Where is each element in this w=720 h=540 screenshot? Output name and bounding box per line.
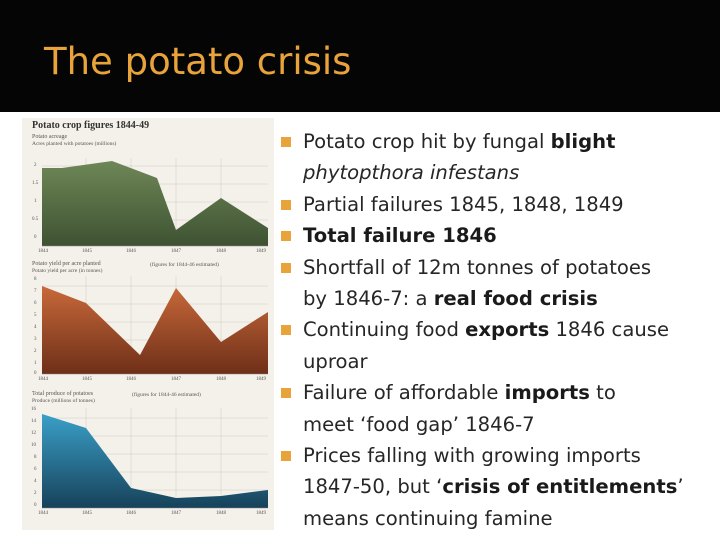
bullet-text: meet ‘food gap’ 1846-7 <box>303 412 535 436</box>
p2-ytick: 7 <box>34 289 37 294</box>
bullet-text: 1846 cause <box>549 318 670 342</box>
p3-ytick: 0 <box>34 503 37 508</box>
bullet-text: Prices falling with growing imports <box>303 444 641 468</box>
bullet-text: Total failure 1846 <box>303 224 497 248</box>
bullet-text: crisis of entitlements <box>442 475 678 499</box>
p2-ytick: 1 <box>34 361 37 366</box>
p1-ytick: 0 <box>34 235 37 240</box>
p3-ytick: 10 <box>31 443 36 448</box>
bullet-text: Shortfall of 12m tonnes of potatoes <box>303 255 652 279</box>
bullet-text: ’ <box>677 475 684 499</box>
p3-ytick: 12 <box>31 431 36 436</box>
bullet-text: means continuing famine <box>303 506 553 530</box>
p2-ytick: 4 <box>34 325 37 330</box>
bullet-text: 1847-50, but ‘ <box>303 475 443 499</box>
p2-ytick: 2 <box>34 349 37 354</box>
p2-xtick: 1847 <box>171 377 181 382</box>
bullet-text: by 1846-7: a <box>303 287 434 311</box>
panel3-sublabel: Produce (millions of tonnes) <box>32 398 95 404</box>
panel1-sublabel: Acres planted with potatoes (millions) <box>32 141 117 147</box>
p2-xtick: 1844 <box>38 377 48 382</box>
p2-ytick: 0 <box>34 371 37 376</box>
bullet-continuation-line: phytopthora infestans <box>280 157 710 188</box>
bullet-continuation-line: by 1846-7: a real food crisis <box>280 283 710 314</box>
bullet-text: real food crisis <box>433 287 598 311</box>
bullet-item: Prices falling with growing imports <box>280 440 710 471</box>
panel1-label: Potato acreage <box>32 134 68 140</box>
p3-ytick: 14 <box>31 419 36 424</box>
p3-xtick: 1846 <box>126 511 136 516</box>
p3-ytick: 2 <box>34 491 37 496</box>
p1-xtick: 1846 <box>126 249 136 254</box>
p1-ytick: 2 <box>34 163 37 168</box>
p3-ytick: 6 <box>34 467 37 472</box>
bullet-item: Potato crop hit by fungal blight <box>280 126 710 157</box>
p3-xtick: 1844 <box>38 511 48 516</box>
bullet-text: Partial failures 1845, 1848, 1849 <box>303 192 624 216</box>
panel2-area <box>42 286 268 374</box>
p1-xtick: 1849 <box>256 249 266 254</box>
bullet-item: Total failure 1846 <box>280 220 710 251</box>
p3-ytick: 8 <box>34 455 37 460</box>
p1-ytick: 1.5 <box>32 181 39 186</box>
bullet-continuation-line: means continuing famine <box>280 503 710 534</box>
p2-ytick: 6 <box>34 301 37 306</box>
bullet-text: Potato crop hit by fungal <box>303 130 551 153</box>
p2-xtick: 1849 <box>256 377 266 382</box>
potato-crop-figure: Potato crop figures 1844-49 Potato acrea… <box>22 118 274 530</box>
p1-ytick: 0.5 <box>32 217 39 222</box>
p3-xtick: 1849 <box>256 511 266 516</box>
p1-ytick: 1 <box>34 199 37 204</box>
bullet-text: blight <box>550 130 616 153</box>
bullet-continuation-line: 1847-50, but ‘crisis of entitlements’ <box>280 471 710 502</box>
bullet-item: Failure of affordable imports to <box>280 377 710 408</box>
bullet-text: uproar <box>303 349 368 373</box>
p2-ytick: 5 <box>34 313 37 318</box>
slide-title: The potato crisis <box>44 40 352 83</box>
panel3-label: Total produce of potatoes <box>32 391 94 397</box>
bullet-text: exports <box>465 318 550 342</box>
panel2-note: (figures for 1844-46 estimated) <box>150 262 219 268</box>
p1-xtick: 1845 <box>82 249 92 254</box>
panel2-label: Potato yield per acre planted <box>32 261 101 267</box>
p3-xtick: 1845 <box>82 511 92 516</box>
p3-xtick: 1847 <box>171 511 181 516</box>
bullet-text: Continuing food <box>303 318 466 342</box>
title-bar: The potato crisis <box>0 0 720 112</box>
bullet-item: Continuing food exports 1846 cause <box>280 314 710 345</box>
p1-xtick: 1848 <box>216 249 226 254</box>
figure-title: Potato crop figures 1844-49 <box>32 120 150 131</box>
p1-xtick: 1844 <box>38 249 48 254</box>
bullet-text: to <box>589 381 616 405</box>
bullet-continuation-line: meet ‘food gap’ 1846-7 <box>280 409 710 440</box>
p3-ytick: 4 <box>34 479 37 484</box>
bullet-continuation-line: uproar <box>280 346 710 377</box>
p1-xtick: 1847 <box>171 249 181 254</box>
bullet-item: Shortfall of 12m tonnes of potatoes <box>280 252 710 283</box>
figure-panels-graphic <box>42 158 268 509</box>
panel3-area <box>42 414 268 508</box>
p2-xtick: 1845 <box>82 377 92 382</box>
bullet-text: phytopthora infestans <box>303 161 520 185</box>
p3-xtick: 1848 <box>216 511 226 516</box>
p2-ytick: 8 <box>34 277 37 282</box>
p2-xtick: 1846 <box>126 377 136 382</box>
p2-xtick: 1848 <box>216 377 226 382</box>
p2-ytick: 3 <box>34 337 37 342</box>
bullet-text: imports <box>504 381 590 405</box>
bullet-list: Potato crop hit by fungal blight phytopth… <box>280 126 710 534</box>
p3-ytick: 16 <box>31 407 36 412</box>
panel1-area <box>42 161 268 246</box>
bullet-item: Partial failures 1845, 1848, 1849 <box>280 189 710 220</box>
panel2-sublabel: Potato yield per acre (in tonnes) <box>32 268 103 274</box>
panel3-note: (figures for 1844-46 estimated) <box>132 392 201 398</box>
bullet-text: Failure of affordable <box>303 381 505 405</box>
